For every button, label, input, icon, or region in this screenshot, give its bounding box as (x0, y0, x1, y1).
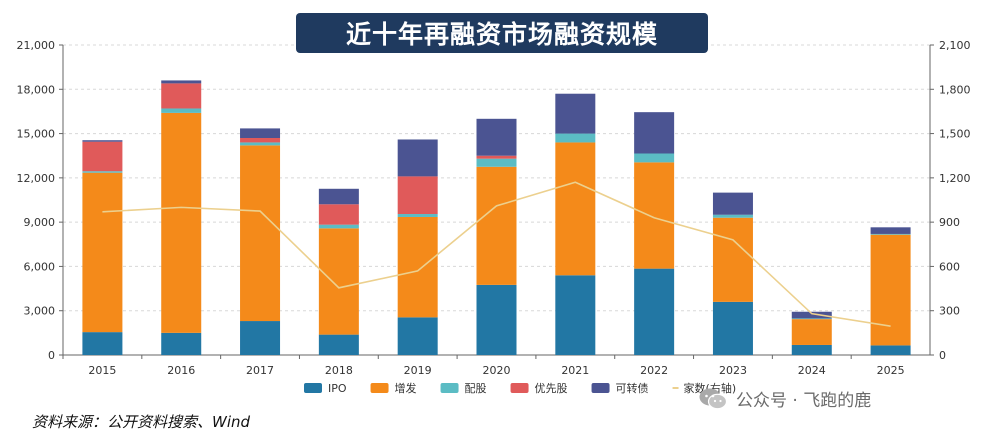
bar-segment (712, 217, 753, 302)
bar-segment (476, 166, 517, 285)
x-tick-label: 2018 (325, 364, 353, 377)
y-left-tick-label: 18,000 (17, 83, 56, 96)
bar-segment (555, 142, 596, 276)
x-tick-label: 2024 (798, 364, 826, 377)
y-left-tick-label: 12,000 (17, 172, 56, 185)
y-right-tick-label: 0 (939, 349, 946, 362)
bar-segment (397, 317, 438, 355)
legend-label: 家数(右轴) (684, 381, 737, 395)
watermark: 公众号 · 飞跑的鹿 (698, 386, 871, 411)
bar-segment (82, 141, 123, 172)
legend-swatch (440, 383, 459, 393)
bar-segment (476, 155, 517, 159)
source-note: 资料来源：公开资料搜索、Wind (32, 413, 251, 431)
x-tick-label: 2019 (404, 364, 432, 377)
x-tick-label: 2017 (246, 364, 274, 377)
bar-segment (397, 214, 438, 217)
legend-label: 优先股 (535, 382, 568, 395)
x-tick-label: 2016 (167, 364, 195, 377)
bar-segment (634, 268, 675, 355)
bar-segment (476, 284, 517, 355)
bar-segment (870, 233, 911, 235)
bar-segment (240, 142, 281, 146)
y-right-tick-label: 2,100 (939, 39, 971, 52)
y-left-tick-label: 9,000 (24, 216, 56, 229)
bar-segment (476, 158, 517, 167)
legend-label: 可转债 (616, 381, 649, 395)
bar-segment (161, 83, 202, 109)
x-tick-label: 2020 (483, 364, 511, 377)
bar-segment (161, 332, 202, 355)
bar-segment (555, 133, 596, 143)
bar-segment (318, 334, 359, 355)
bar-segment (82, 140, 123, 142)
bar-segment (791, 318, 832, 320)
y-right-tick-label: 1,800 (939, 83, 971, 96)
bar-segment (161, 112, 202, 333)
bar-segment (712, 214, 753, 218)
bar-segment (318, 204, 359, 225)
x-tick-label: 2015 (88, 364, 116, 377)
line-series (102, 181, 891, 328)
y-left-tick-label: 6,000 (24, 260, 56, 273)
y-left-tick-label: 21,000 (17, 39, 56, 52)
x-tick-label: 2021 (561, 364, 589, 377)
legend-swatch (591, 383, 610, 393)
y-left-tick-label: 15,000 (17, 128, 56, 141)
bar-segment (791, 319, 832, 345)
bar-segment (318, 224, 359, 229)
bar-segment (870, 227, 911, 234)
bar-segment (240, 138, 281, 143)
bar-segment (161, 108, 202, 113)
bar-segment (240, 321, 281, 355)
wechat-icon (699, 388, 728, 409)
x-tick-label: 2023 (719, 364, 747, 377)
bar-segment (397, 176, 438, 215)
bar-segment (870, 234, 911, 346)
bar-segment (791, 344, 832, 355)
chart-title-box: 近十年再融资市场融资规模 (296, 13, 708, 53)
bar-segment (82, 172, 123, 333)
legend-swatch (370, 383, 389, 393)
bar-segment (318, 188, 359, 205)
bar-segment (82, 332, 123, 355)
bar-segment (634, 162, 675, 269)
bar-segment (397, 216, 438, 318)
bar-segment (791, 311, 832, 319)
bar-segment (161, 80, 202, 84)
y-right-tick-label: 300 (939, 305, 960, 318)
bar-segment (712, 192, 753, 215)
chart-title: 近十年再融资市场融资规模 (345, 20, 658, 49)
y-right-tick-label: 1,200 (939, 172, 971, 185)
bar-segment (397, 139, 438, 177)
bar-segment (82, 171, 123, 173)
y-right-tick-label: 600 (939, 260, 960, 273)
x-tick-label: 2022 (640, 364, 668, 377)
y-right-tick-label: 1,500 (939, 128, 971, 141)
x-tick-label: 2025 (877, 364, 905, 377)
y-left-tick-label: 3,000 (24, 305, 56, 318)
bar-segment (555, 93, 596, 134)
y-right-tick-label: 900 (939, 216, 960, 229)
bar-segment (240, 145, 281, 322)
bar-segment (240, 128, 281, 138)
legend-swatch (510, 383, 529, 393)
bar-segment (634, 153, 675, 163)
bar-segment (555, 275, 596, 355)
bar-segment (634, 112, 675, 154)
bar-segment (318, 228, 359, 335)
legend-swatch (304, 383, 322, 393)
bar-segment (712, 301, 753, 355)
legend-label: 增发 (395, 381, 417, 395)
watermark-text: 公众号 · 飞跑的鹿 (736, 391, 872, 411)
bar-segment (476, 118, 517, 156)
legend-label: 配股 (465, 382, 487, 395)
bar-segment (870, 345, 911, 355)
legend-label: IPO (328, 382, 347, 395)
y-left-tick-label: 0 (48, 349, 55, 362)
